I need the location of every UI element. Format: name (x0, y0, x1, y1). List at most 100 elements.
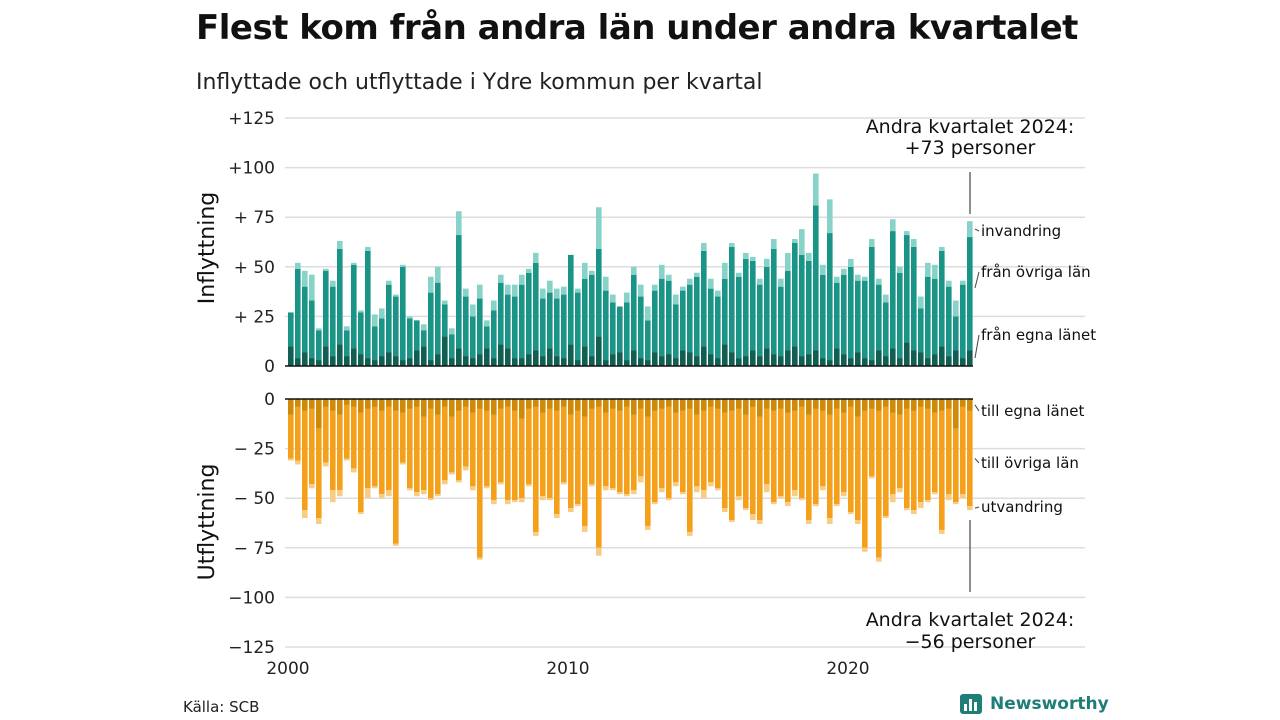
inflow-bar (484, 326, 490, 349)
outflow-bar (484, 486, 490, 489)
inflow-bar (533, 252, 539, 263)
inflow-bar (393, 294, 399, 297)
outflow-bar (883, 399, 889, 407)
inflow-bar (379, 308, 385, 319)
outflow-bar (442, 480, 448, 485)
outflow-bar (617, 410, 623, 493)
inflow-bar (533, 262, 539, 351)
outflow-bar (449, 399, 455, 417)
outflow-bar (554, 399, 560, 411)
outflow-bar (456, 399, 462, 411)
outflow-bar (617, 399, 623, 411)
inflow-bar (379, 356, 385, 366)
inflow-bar (918, 296, 924, 309)
outflow-bar (932, 492, 938, 495)
inflow-bar (309, 274, 315, 301)
outflow-bar (918, 406, 924, 503)
inflow-bar (715, 296, 721, 359)
outflow-bar (967, 399, 973, 411)
inflow-bar (386, 280, 392, 285)
inflow-bar (750, 256, 756, 261)
outflow-bar (358, 399, 364, 413)
inflow-bar (547, 292, 553, 349)
outflow-bar (841, 492, 847, 497)
inflow-bar (869, 360, 875, 366)
outflow-bar (757, 416, 763, 521)
inflow-bar (806, 252, 812, 261)
inflow-bar (582, 262, 588, 279)
inflow-bar (666, 354, 672, 366)
inflow-bar (960, 280, 966, 285)
inflow-bar (729, 242, 735, 247)
inflow-bar (820, 358, 826, 366)
inflow-bar (638, 296, 644, 359)
outflow-bar (575, 504, 581, 507)
outflow-bar (617, 492, 623, 495)
inflow-bar (358, 312, 364, 355)
source-note: Källa: SCB (183, 698, 260, 716)
inflow-bar (561, 294, 567, 359)
outflow-bar (330, 399, 336, 411)
outflow-bar (379, 410, 385, 495)
outflow-bar (575, 410, 581, 505)
outflow-bar (393, 410, 399, 544)
outflow-bar (596, 399, 602, 407)
inflow-bar (309, 358, 315, 366)
inflow-bar (631, 266, 637, 275)
outflow-bar (827, 399, 833, 415)
outflow-bar (925, 408, 931, 501)
outflow-bar (708, 482, 714, 487)
outflow-bar (953, 428, 959, 503)
outflow-bar (498, 408, 504, 483)
inflow-bar (323, 346, 329, 366)
outflow-bar (365, 399, 371, 409)
outflow-bar (547, 498, 553, 501)
outflow-bar (400, 412, 406, 463)
inflow-bar (393, 296, 399, 357)
inflow-bar (897, 266, 903, 273)
inflow-bar (967, 221, 973, 238)
outflow-bar (526, 399, 532, 409)
inflow-bar (344, 356, 350, 366)
inflow-bar (638, 358, 644, 366)
outflow-bar (316, 428, 322, 519)
inflow-bar (428, 292, 434, 361)
inflow-bar (722, 278, 728, 345)
inflow-bar (351, 264, 357, 349)
inflow-bar (575, 288, 581, 293)
inflow-bar (827, 199, 833, 234)
inflow-bar (547, 280, 553, 293)
inflow-bar (904, 231, 910, 236)
inflow-bar (771, 239, 777, 249)
inflow-bar (890, 348, 896, 366)
outflow-bar (407, 408, 413, 489)
outflow-bar (806, 414, 812, 521)
inflow-bar (799, 254, 805, 357)
inflow-bar (540, 288, 546, 299)
y-tick-label: + 25 (234, 307, 275, 327)
inflow-bar (435, 266, 441, 283)
inflow-bar (687, 352, 693, 366)
outflow-bar (862, 410, 868, 548)
outflow-bar (897, 488, 903, 493)
inflow-bar (414, 320, 420, 351)
inflow-bar (708, 288, 714, 355)
outflow-bar (631, 399, 637, 415)
outflow-bar (393, 543, 399, 546)
inflow-bar (729, 246, 735, 353)
inflow-bar (911, 239, 917, 247)
outflow-bar (743, 508, 749, 511)
inflow-bar (953, 350, 959, 366)
outflow-bar (582, 416, 588, 526)
outflow-bar (330, 490, 336, 503)
inflow-bar (288, 312, 294, 347)
inflow-bar (869, 246, 875, 361)
outflow-bar (911, 510, 917, 515)
inflow-bar (897, 272, 903, 359)
outflow-bar (708, 406, 714, 483)
outflow-bar (393, 399, 399, 411)
inflow-bar (645, 320, 651, 361)
outflow-bar (463, 406, 469, 467)
inflow-bar (736, 272, 742, 277)
inflow-bar (722, 344, 728, 366)
